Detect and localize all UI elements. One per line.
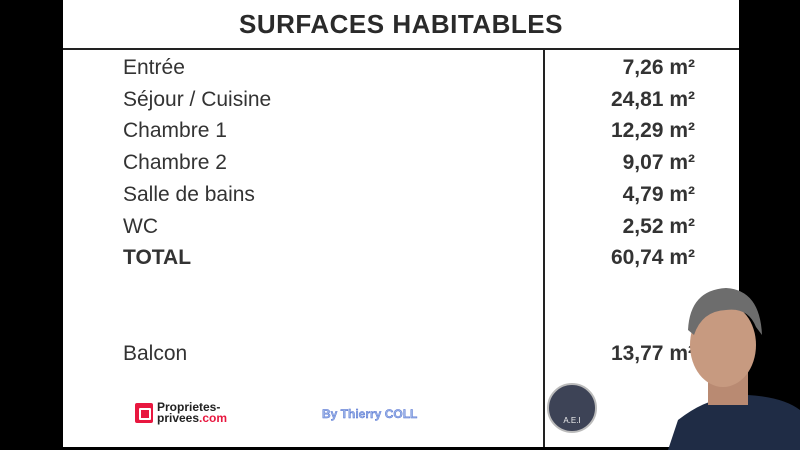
balcony-label: Balcon: [123, 342, 188, 365]
table-row: Séjour / Cuisine 24,81 m²: [63, 88, 739, 118]
house-icon: [135, 403, 153, 423]
header: SURFACES HABITABLES: [63, 0, 739, 50]
total-row: TOTAL 60,74 m²: [63, 246, 739, 276]
page-title: SURFACES HABITABLES: [239, 8, 563, 39]
room-area: 24,81 m²: [610, 88, 695, 111]
byline: By Thierry COLL: [322, 407, 418, 421]
room-area: 12,29 m²: [610, 119, 695, 142]
room-area: 9,07 m²: [622, 151, 695, 174]
column-divider: [543, 50, 545, 447]
logo-line2: privees: [157, 411, 200, 425]
room-label: Chambre 2: [123, 151, 227, 174]
room-label: Entrée: [123, 56, 185, 79]
agent-portrait: [668, 288, 800, 450]
table-row: Entrée 7,26 m²: [63, 56, 739, 86]
balcony-area: 13,77 m²: [610, 342, 695, 365]
balcony-row: Balcon 13,77 m²: [63, 342, 739, 372]
room-label: Chambre 1: [123, 119, 227, 142]
table-row: Chambre 1 12,29 m²: [63, 119, 739, 149]
room-label: WC: [123, 215, 158, 238]
table-row: Salle de bains 4,79 m²: [63, 183, 739, 213]
aei-seal: A.E.I: [547, 383, 597, 433]
logo-domain: .com: [199, 411, 228, 425]
room-area: 4,79 m²: [622, 183, 695, 206]
room-area: 2,52 m²: [622, 215, 695, 238]
total-area: 60,74 m²: [610, 246, 695, 269]
table-row: Chambre 2 9,07 m²: [63, 151, 739, 181]
surface-panel: SURFACES HABITABLES Entrée 7,26 m² Séjour…: [63, 0, 739, 447]
room-label: Salle de bains: [123, 183, 255, 206]
room-label: Séjour / Cuisine: [123, 88, 272, 111]
total-label: TOTAL: [123, 246, 192, 269]
logo-line1: Proprietes-: [157, 400, 221, 414]
room-area: 7,26 m²: [622, 56, 695, 79]
proprietes-privees-logo: Proprietes-privees.com: [135, 400, 228, 425]
table-row: WC 2,52 m²: [63, 215, 739, 245]
